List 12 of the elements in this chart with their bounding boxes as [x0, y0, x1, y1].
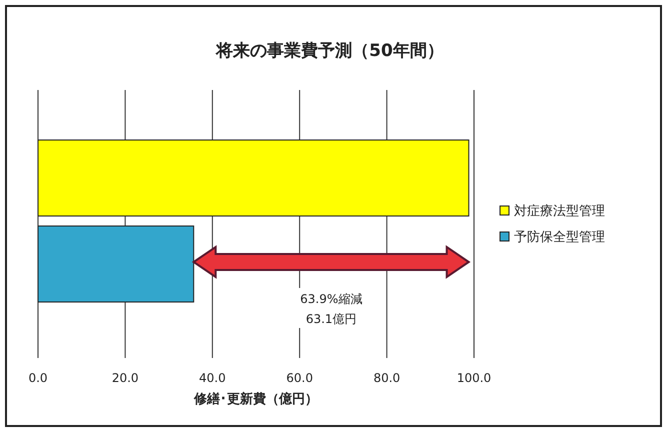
annotation: 63.9%縮減 — [300, 292, 362, 306]
x-tick-label: 40.0 — [199, 371, 226, 385]
annotation: 63.1億円 — [306, 312, 357, 326]
x-tick-label: 20.0 — [112, 371, 139, 385]
chart-title: 将来の事業費予測（50年間） — [215, 41, 444, 61]
x-tick-label: 100.0 — [456, 371, 492, 385]
legend-label: 対症療法型管理 — [514, 203, 605, 219]
x-tick-label: 60.0 — [286, 371, 313, 385]
legend-label: 予防保全型管理 — [514, 230, 605, 245]
x-tick-label: 0.0 — [28, 371, 48, 385]
x-tick-label: 80.0 — [373, 371, 400, 385]
x-axis-title: 修繕･更新費（億円） — [193, 391, 318, 407]
